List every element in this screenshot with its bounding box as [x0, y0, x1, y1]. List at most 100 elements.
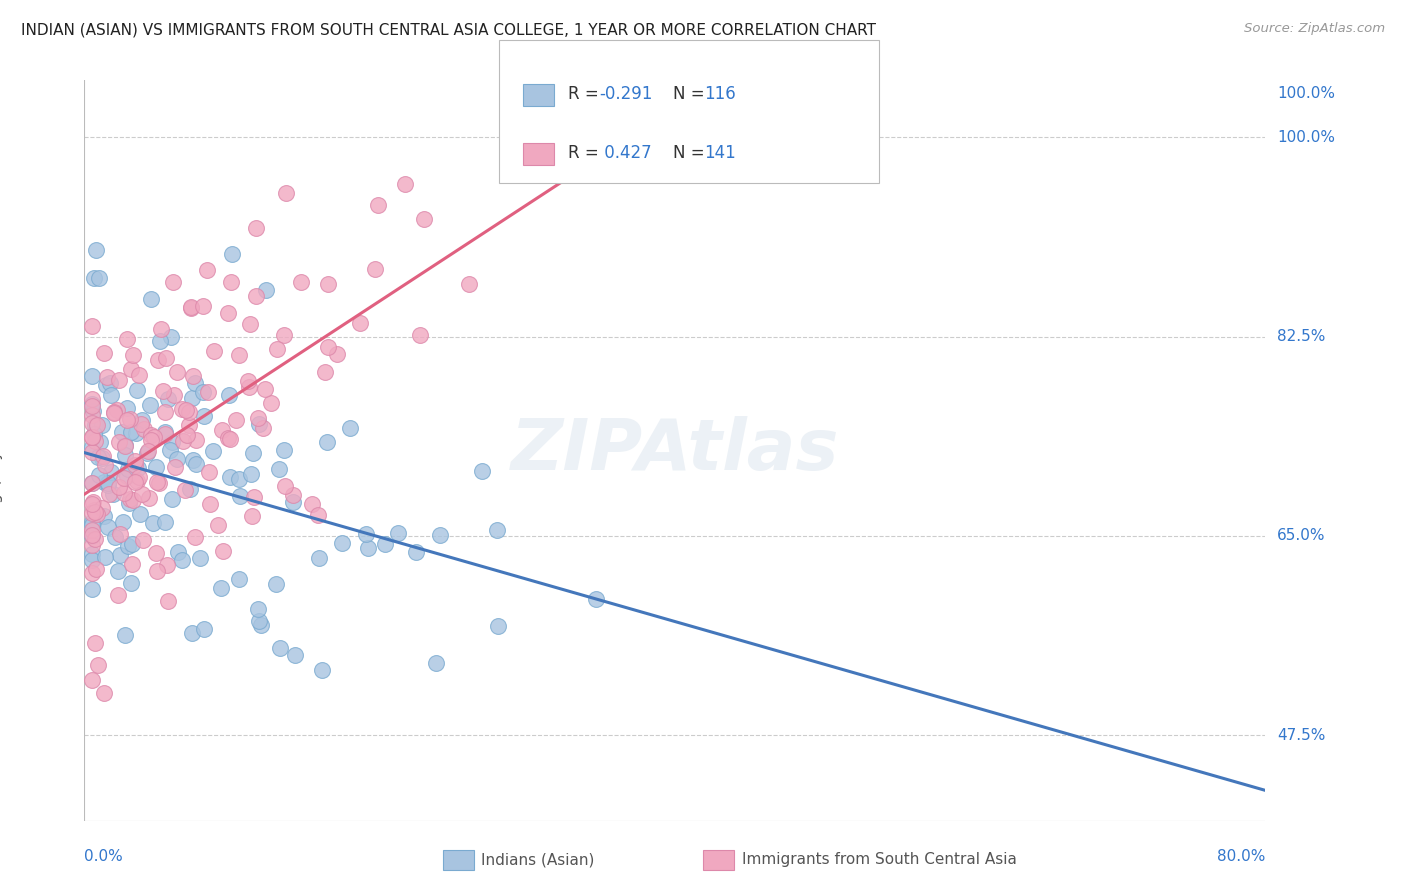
- Point: [128, 469, 150, 483]
- Point: [108, 548, 131, 562]
- Point: [86, 507, 108, 521]
- Point: [84, 562, 107, 576]
- Point: [339, 421, 361, 435]
- Point: [80, 392, 103, 406]
- Point: [80, 582, 103, 596]
- Point: [409, 328, 432, 343]
- Point: [142, 516, 165, 530]
- Point: [80, 476, 103, 491]
- Point: [229, 489, 252, 503]
- Point: [89, 467, 111, 482]
- Point: [228, 472, 250, 486]
- Point: [174, 483, 197, 497]
- Point: [115, 469, 138, 483]
- Point: [387, 526, 409, 541]
- Point: [174, 402, 197, 417]
- Point: [93, 509, 115, 524]
- Point: [91, 417, 114, 432]
- Point: [239, 317, 262, 331]
- Point: [80, 444, 103, 458]
- Point: [148, 475, 170, 490]
- Point: [152, 384, 174, 399]
- Point: [211, 543, 233, 558]
- Point: [238, 380, 260, 394]
- Point: [179, 482, 201, 496]
- Point: [96, 377, 118, 392]
- Point: [97, 520, 120, 534]
- Point: [162, 388, 184, 402]
- Point: [315, 435, 337, 450]
- Point: [274, 479, 297, 493]
- Point: [117, 413, 139, 427]
- Point: [125, 383, 148, 397]
- Point: [149, 322, 172, 336]
- Point: [86, 243, 108, 257]
- Point: [349, 317, 371, 331]
- Point: [330, 536, 353, 550]
- Point: [238, 374, 260, 388]
- Point: [153, 405, 176, 419]
- Point: [97, 476, 120, 491]
- Point: [125, 426, 148, 441]
- Point: [117, 401, 139, 415]
- Point: [247, 417, 270, 432]
- Point: [131, 487, 153, 501]
- Point: [166, 452, 188, 467]
- Text: -0.291: -0.291: [599, 85, 652, 103]
- Point: [145, 546, 167, 560]
- Point: [413, 211, 436, 226]
- Point: [82, 403, 104, 417]
- Point: [301, 497, 323, 511]
- Point: [198, 497, 221, 511]
- Point: [80, 547, 103, 561]
- Point: [374, 537, 396, 551]
- Point: [93, 475, 115, 490]
- Point: [118, 496, 141, 510]
- Point: [83, 271, 105, 285]
- Point: [180, 301, 202, 316]
- Point: [80, 318, 103, 333]
- Point: [260, 396, 283, 410]
- Point: [93, 686, 115, 700]
- Point: [218, 432, 240, 446]
- Text: INDIAN (ASIAN) VS IMMIGRANTS FROM SOUTH CENTRAL ASIA COLLEGE, 1 YEAR OR MORE COR: INDIAN (ASIAN) VS IMMIGRANTS FROM SOUTH …: [21, 22, 876, 37]
- Point: [145, 460, 167, 475]
- Point: [83, 427, 105, 442]
- Point: [127, 461, 149, 475]
- Point: [354, 526, 377, 541]
- Point: [193, 622, 215, 636]
- Point: [211, 423, 233, 437]
- Point: [121, 348, 143, 362]
- Point: [120, 362, 142, 376]
- Point: [120, 425, 142, 439]
- Point: [471, 463, 494, 477]
- Point: [166, 545, 188, 559]
- Text: 47.5%: 47.5%: [1277, 728, 1326, 743]
- Text: 100.0%: 100.0%: [1277, 129, 1336, 145]
- Point: [217, 306, 239, 320]
- Point: [80, 416, 103, 430]
- Point: [177, 405, 200, 419]
- Point: [84, 532, 107, 546]
- Point: [191, 299, 214, 313]
- Point: [105, 402, 128, 417]
- Point: [103, 406, 125, 420]
- Point: [82, 515, 104, 529]
- Point: [80, 476, 103, 491]
- Point: [96, 370, 118, 384]
- Point: [172, 434, 194, 449]
- Point: [132, 533, 155, 547]
- Point: [405, 545, 427, 559]
- Point: [184, 376, 207, 391]
- Text: Indians (Asian): Indians (Asian): [481, 853, 595, 867]
- Point: [124, 475, 146, 489]
- Point: [91, 501, 114, 516]
- Point: [114, 438, 136, 452]
- Point: [82, 495, 104, 509]
- Point: [242, 509, 264, 524]
- Point: [111, 425, 134, 439]
- Point: [93, 346, 115, 360]
- Point: [357, 541, 380, 555]
- Point: [252, 421, 274, 435]
- Point: [121, 557, 143, 571]
